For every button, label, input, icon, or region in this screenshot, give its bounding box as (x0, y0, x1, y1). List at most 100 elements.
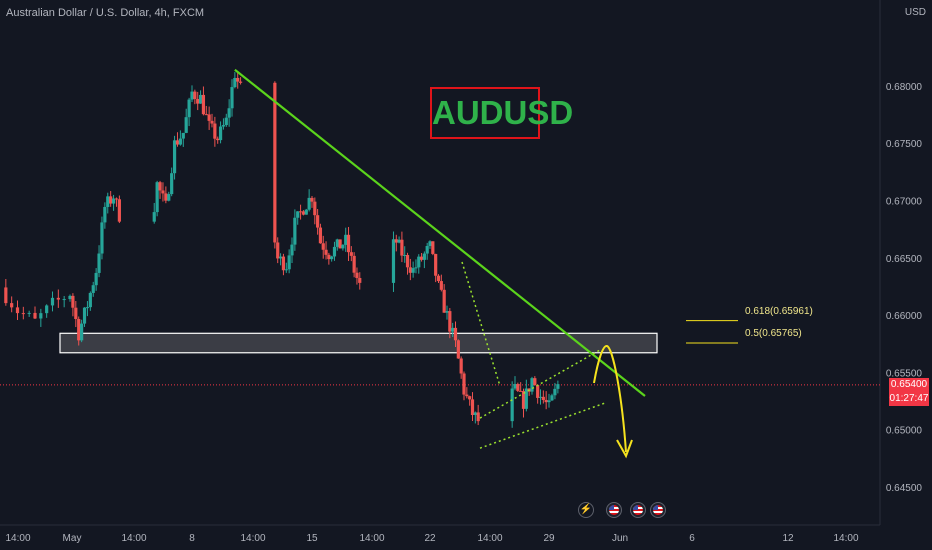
candle-body (462, 373, 466, 395)
us-flag-icon[interactable] (606, 502, 622, 518)
candle-body (106, 196, 110, 207)
candle-body (344, 234, 348, 245)
candle-body (175, 140, 180, 145)
ticker-label: AUDUSD (430, 87, 573, 139)
y-tick-label: 0.66000 (886, 311, 923, 322)
candle-body (411, 268, 415, 273)
fib-05-label: 0.5(0.65765) (745, 328, 802, 339)
candle-body (335, 239, 339, 247)
candle-body (341, 244, 345, 249)
bar-countdown-tag: 01:27:47 (889, 392, 929, 406)
candle-body (476, 412, 480, 422)
candle-body (94, 272, 98, 286)
candle-body (227, 108, 231, 118)
symbol-title: Australian Dollar / U.S. Dollar, 4h, FXC… (6, 7, 205, 19)
candle-body (439, 281, 443, 290)
candle-body (400, 239, 404, 256)
candle-body (21, 313, 25, 315)
candle-body (33, 312, 37, 319)
y-tick-label: 0.67000 (886, 197, 923, 208)
candle-body (355, 272, 359, 278)
candle-body (296, 211, 300, 218)
candle-body (82, 307, 87, 324)
candle-body (238, 81, 243, 83)
candle-body (536, 385, 540, 398)
candle-body (218, 126, 223, 141)
candle-body (287, 255, 291, 270)
lightning-icon[interactable]: ⚡ (578, 502, 594, 518)
candle-body (210, 120, 214, 124)
projection-path (593, 345, 627, 453)
candle-body (434, 253, 438, 276)
y-tick-label: 0.65500 (886, 368, 923, 379)
candle-body (10, 303, 14, 308)
candle-body (516, 384, 520, 391)
candle-body (221, 125, 226, 127)
candle-body (161, 190, 165, 194)
candle-body (80, 323, 84, 341)
candle-body (391, 239, 396, 283)
candle-body (533, 378, 537, 386)
candle-body (281, 256, 286, 271)
us-flag-icon[interactable] (630, 502, 646, 518)
candle-body (470, 399, 475, 416)
candle-body (405, 254, 410, 268)
candle-body (431, 241, 435, 254)
y-tick-label: 0.64500 (886, 483, 923, 494)
candle-body (97, 253, 101, 273)
candle-body (45, 305, 49, 314)
candle-body (109, 196, 113, 204)
candle-body (346, 234, 351, 253)
candle-body (27, 312, 31, 314)
candle-body (304, 209, 308, 215)
candle-body (468, 396, 472, 400)
candle-body (425, 245, 429, 254)
x-tick-label: 6 (689, 533, 695, 544)
candle-body (50, 297, 55, 306)
candle-body (233, 77, 237, 88)
fib-0618-label: 0.618(0.65961) (745, 306, 813, 317)
us-flag-icon[interactable] (650, 502, 666, 518)
candle-body (196, 98, 200, 104)
candle-body (513, 384, 517, 389)
candle-body (85, 307, 90, 309)
y-tick-label: 0.66500 (886, 254, 923, 265)
decline-dotted-line (461, 261, 501, 387)
candle-body (327, 254, 331, 260)
x-tick-label: May (63, 533, 82, 544)
candle-body (77, 318, 81, 341)
candle-body (321, 243, 325, 250)
candle-body (88, 292, 92, 308)
candle-body (358, 277, 362, 283)
x-tick-label: Jun (612, 533, 628, 544)
candle-body (172, 140, 177, 174)
x-tick-label: 8 (189, 533, 195, 544)
candle-body (56, 297, 60, 300)
candle-body (207, 114, 211, 121)
x-tick-label: 22 (424, 533, 436, 544)
candle-body (193, 91, 197, 99)
candle-body (352, 255, 356, 273)
candle-body (71, 295, 75, 308)
candle-body (15, 307, 20, 314)
candle-body (290, 244, 294, 256)
x-tick-label: 14:00 (477, 533, 502, 544)
candle-body (332, 246, 337, 257)
candle-body (541, 396, 545, 400)
x-tick-label: 29 (543, 533, 555, 544)
candle-body (190, 91, 194, 100)
candle-body (307, 197, 311, 210)
x-tick-label: 14:00 (5, 533, 30, 544)
candle-body (39, 313, 43, 319)
candle-body (324, 249, 328, 255)
candle-body (422, 253, 426, 260)
candle-body (436, 275, 441, 282)
candle-body (403, 254, 407, 256)
candle-body (204, 114, 208, 116)
candle-body (316, 215, 320, 228)
candle-body (524, 388, 528, 409)
candle-body (170, 173, 174, 195)
candle-body (230, 87, 234, 109)
candle-body (201, 94, 206, 115)
